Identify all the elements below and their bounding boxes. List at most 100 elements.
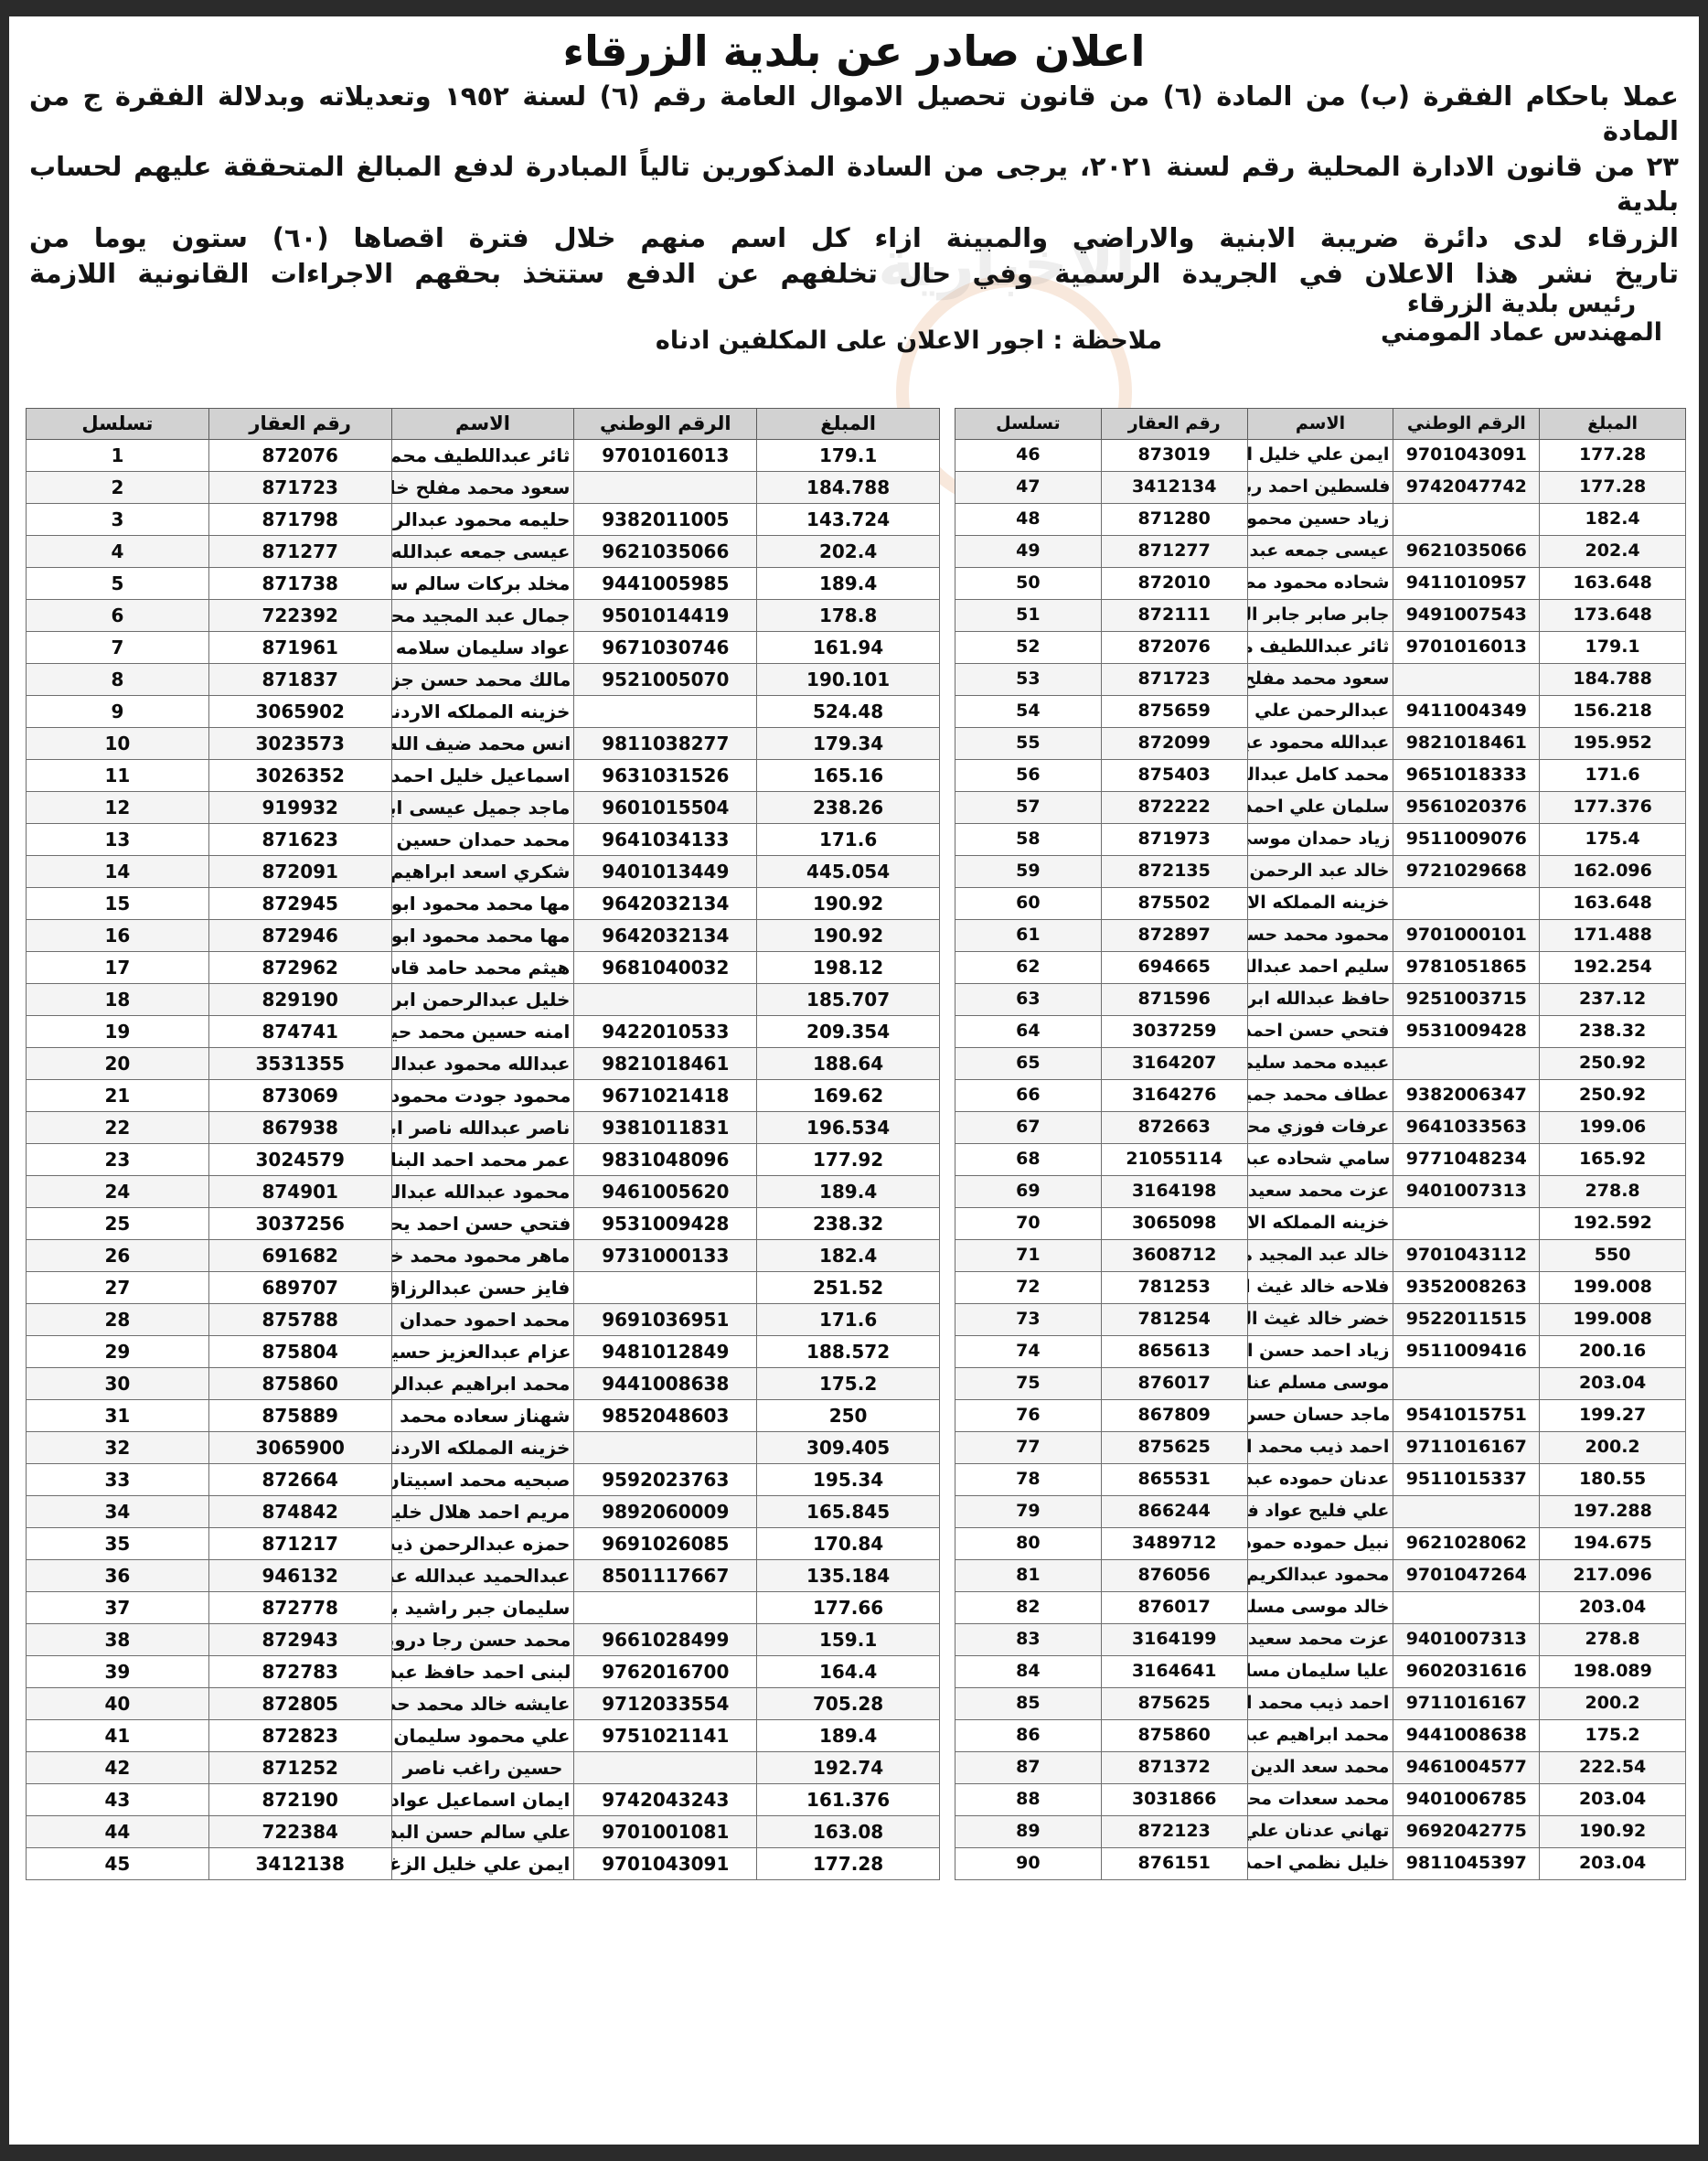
cell-national-id	[573, 1431, 758, 1464]
cell-name: محمد كامل عبدالله حمدان وشركاه	[1246, 759, 1394, 792]
cell-amount: 189.4	[756, 567, 940, 600]
cell-name: خضر خالد غيث الغويرين	[1246, 1303, 1394, 1336]
cell-name: عبدالله محمود عبدالله الخلايله	[1246, 727, 1394, 760]
cell-seq: 55	[955, 727, 1102, 760]
cell-amount: 217.096	[1539, 1559, 1686, 1592]
cell-amount: 163.648	[1539, 567, 1686, 600]
cell-name: ثائر عبداللطيف محمد جلغوم	[390, 439, 575, 472]
cell-name: سلمان علي احمد الخلايله	[1246, 791, 1394, 824]
cell-amount: 250.92	[1539, 1079, 1686, 1112]
cell-property-no: 875659	[1100, 695, 1248, 728]
cell-national-id: 9831048096	[573, 1143, 758, 1176]
cell-name: علي سالم حسن البدوي	[390, 1815, 575, 1848]
cell-amount: 192.254	[1539, 951, 1686, 984]
cell-name: فلسطين احمد ربحي موسى خلف	[1246, 471, 1394, 504]
cell-amount: 198.12	[756, 951, 940, 984]
cell-name: عيسى جمعه عبدالله عبدالرازق	[1246, 535, 1394, 568]
cell-property-no: 875625	[1100, 1687, 1248, 1720]
cell-amount: 238.32	[1539, 1015, 1686, 1048]
table-row: 250.92 عبيده محمد سليم 3164207 65	[955, 1047, 1686, 1080]
cell-property-no: 3531355	[208, 1047, 392, 1080]
cell-name: محمد سعدات محمود حسن	[1246, 1783, 1394, 1816]
cell-name: محمد احمود حمدان الدغيمات	[390, 1303, 575, 1336]
cell-name: فتحي حسن احمد يحي	[390, 1207, 575, 1240]
cell-national-id: 9592023763	[573, 1463, 758, 1496]
cell-name: عيسى جمعه عبدالله عبدالرازق	[390, 535, 575, 568]
cell-name: عبدالحميد عبدالله عبدالحميد ابو هندي	[390, 1559, 575, 1592]
cell-name: حليمه محمود عبدالرحيم صالح	[390, 503, 575, 536]
cell-name: سامي شحاده عبد القطنه	[1246, 1143, 1394, 1176]
cell-name: فتحي حسن احمد يحي	[1246, 1015, 1394, 1048]
cell-property-no: 3164198	[1100, 1175, 1248, 1208]
cell-seq: 22	[26, 1111, 209, 1144]
table-row: 203.04 موسى مسلم عناد 876017 75	[955, 1367, 1686, 1400]
cell-property-no: 875860	[208, 1367, 392, 1400]
announcement-note: ملاحظة : اجور الاعلان على المكلفين ادناه	[655, 326, 1163, 356]
cell-property-no: 3037259	[1100, 1015, 1248, 1048]
cell-amount: 250.92	[1539, 1047, 1686, 1080]
cell-property-no: 871738	[208, 567, 392, 600]
cell-seq: 75	[955, 1367, 1102, 1400]
cell-national-id: 9531009428	[573, 1207, 758, 1240]
cell-name: خالد عبد الرحمن محمد عبدالهادي	[1246, 855, 1394, 888]
table-header-row: المبلغ الرقم الوطني الاسم رقم العقار تسل…	[26, 408, 940, 440]
cell-property-no: 871372	[1100, 1751, 1248, 1784]
cell-name: عبدالله محمود عبدالله الخلايله	[390, 1047, 575, 1080]
cell-name: مريم احمد هلال خليفه وشركاه	[390, 1495, 575, 1528]
col-amount: المبلغ	[756, 408, 940, 440]
cell-property-no: 866244	[1100, 1495, 1248, 1528]
table-row: 251.52 فايز حسن عبدالرزاق 689707 27	[26, 1271, 940, 1304]
cell-national-id: 9811045397	[1393, 1847, 1541, 1880]
cell-amount: 202.4	[756, 535, 940, 568]
cell-national-id	[1393, 1367, 1541, 1400]
cell-national-id: 9561020376	[1393, 791, 1541, 824]
cell-amount: 196.534	[756, 1111, 940, 1144]
cell-amount: 203.04	[1539, 1591, 1686, 1624]
cell-national-id: 9731000133	[573, 1239, 758, 1272]
cell-name: خالد عبد المجيد محمود عبدالله المزايده	[1246, 1239, 1394, 1272]
body-line-1: عملا باحكام الفقرة (ب) من المادة (٦) من …	[29, 80, 1679, 146]
cell-property-no: 21055114	[1100, 1143, 1248, 1176]
cell-property-no: 3489712	[1100, 1527, 1248, 1560]
cell-property-no: 872663	[1100, 1111, 1248, 1144]
cell-seq: 48	[955, 503, 1102, 536]
cell-amount: 251.52	[756, 1271, 940, 1304]
cell-national-id: 9602031616	[1393, 1655, 1541, 1688]
cell-name: محمد سعد الدين مصطفى مسعد	[1246, 1751, 1394, 1784]
cell-seq: 34	[26, 1495, 209, 1528]
cell-property-no: 872664	[208, 1463, 392, 1496]
cell-seq: 83	[955, 1623, 1102, 1656]
cell-amount: 161.376	[756, 1783, 940, 1816]
cell-national-id: 9511009076	[1393, 823, 1541, 856]
cell-seq: 52	[955, 631, 1102, 664]
cell-national-id	[1393, 1591, 1541, 1624]
cell-national-id: 9251003715	[1393, 983, 1541, 1016]
cell-seq: 44	[26, 1815, 209, 1848]
cell-seq: 72	[955, 1271, 1102, 1304]
cell-name: ماهر محمود محمد خلاوي	[390, 1239, 575, 1272]
cell-amount: 202.4	[1539, 535, 1686, 568]
table-row: 184.788 سعود محمد مفلح خلايله87172353	[955, 663, 1686, 696]
cell-seq: 13	[26, 823, 209, 856]
cell-property-no: 919932	[208, 791, 392, 824]
cell-property-no: 875860	[1100, 1719, 1248, 1752]
cell-national-id: 9692042775	[1393, 1815, 1541, 1848]
table-row: 192.592 خزينه المملكه الاردنيه الهاشميه30…	[955, 1207, 1686, 1240]
cell-name: زياد احمد حسن اللبدي	[1246, 1335, 1394, 1368]
cell-national-id: 9382011005	[573, 503, 758, 536]
cell-seq: 19	[26, 1015, 209, 1048]
cell-seq: 57	[955, 791, 1102, 824]
cell-seq: 66	[955, 1079, 1102, 1112]
cell-amount: 188.572	[756, 1335, 940, 1368]
cell-amount: 177.376	[1539, 791, 1686, 824]
cell-name: سعود محمد مفلح خلايله	[390, 471, 575, 504]
